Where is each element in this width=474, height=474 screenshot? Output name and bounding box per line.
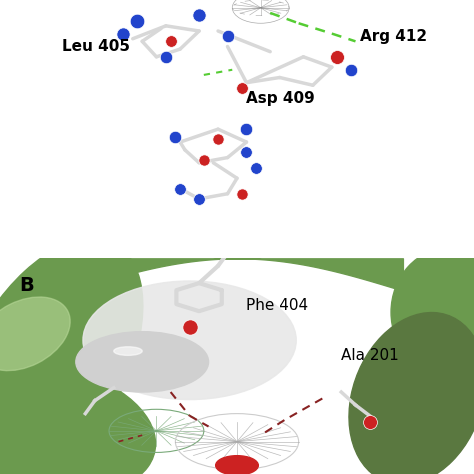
Point <box>200 156 208 164</box>
Text: B: B <box>19 275 34 294</box>
Circle shape <box>216 456 258 474</box>
Point <box>119 30 127 37</box>
Point <box>252 164 260 172</box>
Text: Ala 201: Ala 201 <box>341 348 399 363</box>
Point <box>366 419 374 426</box>
Point <box>224 32 231 40</box>
Point <box>238 84 246 91</box>
Text: Asp 409: Asp 409 <box>246 91 315 106</box>
Circle shape <box>76 332 209 392</box>
Point <box>243 125 250 133</box>
Ellipse shape <box>391 247 474 377</box>
Ellipse shape <box>114 347 142 356</box>
Text: Ser 180: Ser 180 <box>104 355 164 369</box>
Ellipse shape <box>0 238 143 474</box>
Point <box>172 133 179 141</box>
Point <box>162 53 170 61</box>
Point <box>195 12 203 19</box>
Point <box>347 66 355 73</box>
Ellipse shape <box>0 367 155 474</box>
Point <box>167 37 174 45</box>
Ellipse shape <box>83 281 296 400</box>
Point <box>195 195 203 203</box>
Ellipse shape <box>0 297 70 371</box>
Point <box>214 136 222 143</box>
Point <box>333 53 340 61</box>
Point <box>186 324 193 331</box>
Ellipse shape <box>349 312 474 474</box>
Text: Phe 404: Phe 404 <box>246 298 309 313</box>
Point <box>238 190 246 198</box>
Text: Leu 405: Leu 405 <box>62 39 129 54</box>
Point <box>243 149 250 156</box>
Point <box>176 185 184 192</box>
Text: Arg 412: Arg 412 <box>360 28 428 44</box>
Point <box>134 17 141 25</box>
